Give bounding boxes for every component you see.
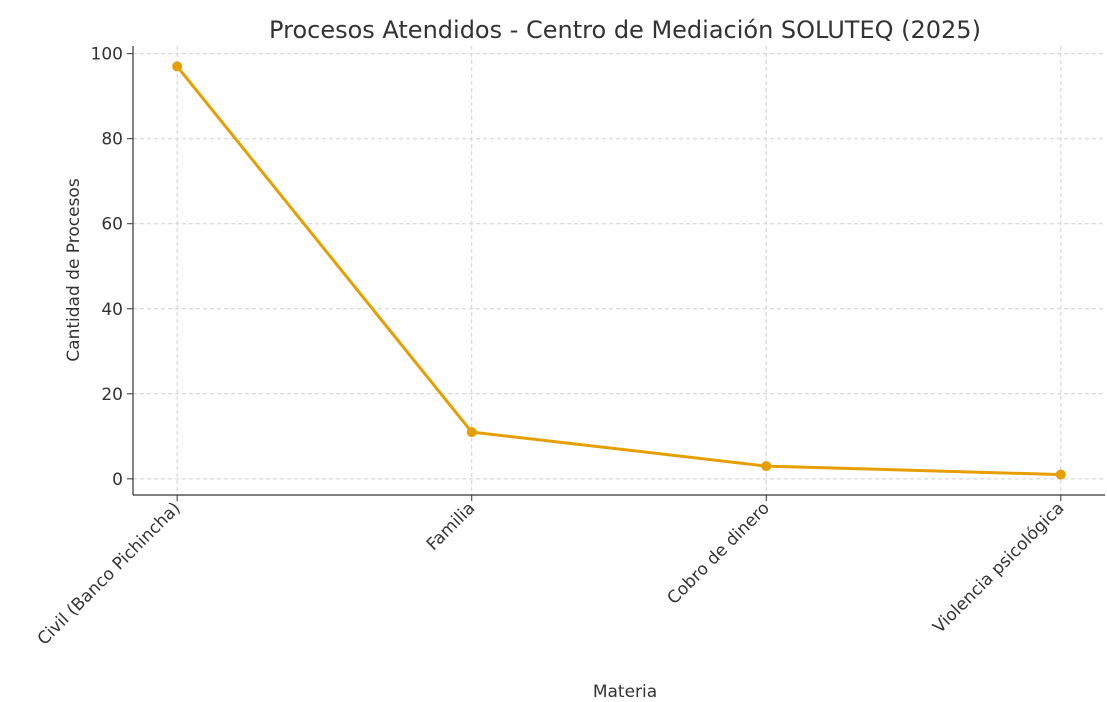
line <box>176 65 1061 477</box>
x-tick-label: Cobro de dinero <box>664 498 774 608</box>
x-tick-label: Civil (Banco Pichincha) <box>34 498 185 649</box>
y-tick-label: 0 <box>112 470 123 490</box>
y-tick-label: 40 <box>101 300 123 320</box>
y-tick-label: 60 <box>101 215 123 235</box>
x-axis-label: Materia <box>593 682 657 702</box>
chart-title: Procesos Atendidos - Centro de Mediación… <box>269 16 981 44</box>
y-axis-label: Cantidad de Procesos <box>64 178 84 362</box>
x-tick-label: Violencia psicológica <box>929 498 1068 637</box>
point <box>172 61 183 72</box>
point <box>761 461 772 472</box>
y-tick-label: 20 <box>101 385 123 405</box>
y-tick-label: 80 <box>101 130 123 150</box>
point <box>1055 469 1066 480</box>
point <box>466 427 477 438</box>
x-tick-label: Familia <box>423 498 479 554</box>
y-tick-label: 100 <box>91 45 123 65</box>
